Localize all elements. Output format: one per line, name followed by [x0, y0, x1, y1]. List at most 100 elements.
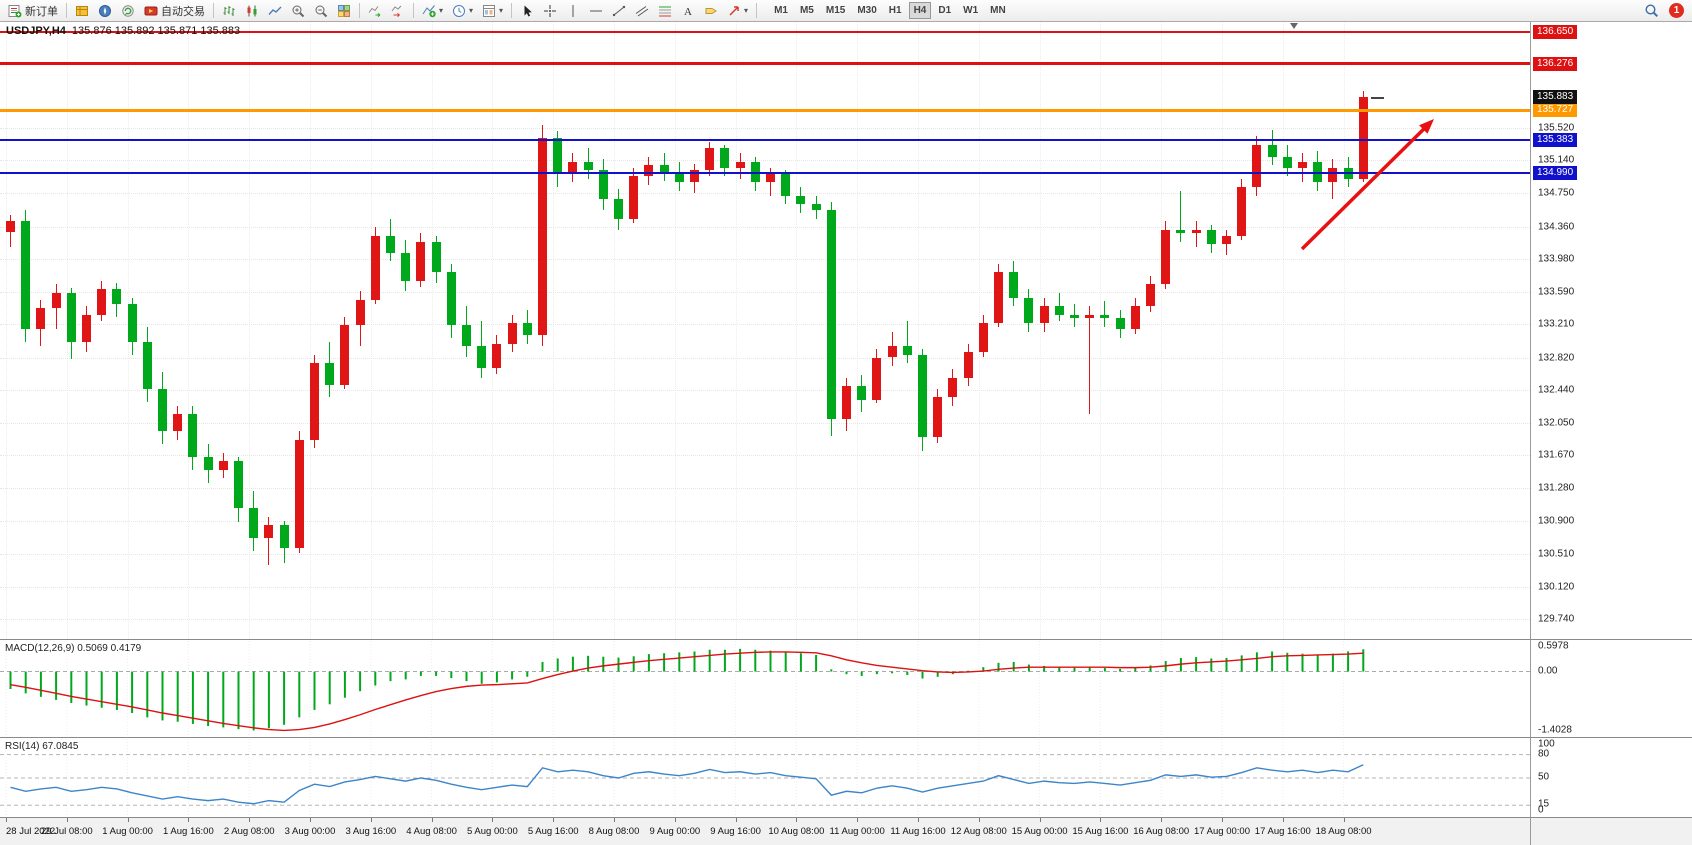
autotrade-label: 自动交易 — [161, 5, 205, 18]
grid-line-vertical — [1039, 22, 1041, 639]
refresh-button[interactable] — [117, 1, 139, 20]
time-label: 17 Aug 00:00 — [1194, 826, 1250, 837]
time-tick — [370, 818, 372, 822]
candle — [1176, 229, 1186, 234]
svg-text:A: A — [684, 6, 692, 18]
tf-m1-button[interactable]: M1 — [769, 2, 793, 19]
zoom-out-button[interactable] — [310, 1, 332, 20]
price-tick-label: 133.980 — [1538, 253, 1575, 265]
zoom-in-button[interactable] — [287, 1, 309, 20]
rsi-plot[interactable] — [0, 739, 1530, 817]
candle — [21, 221, 31, 330]
line-chart-button[interactable] — [264, 1, 286, 20]
level-line[interactable] — [0, 171, 1530, 174]
tf-w1-button[interactable]: W1 — [958, 2, 983, 19]
new-order-button[interactable]: 新订单 — [4, 1, 62, 20]
toolbar-separator — [413, 3, 414, 18]
price-tick-label: 133.590 — [1538, 286, 1575, 298]
time-label: 11 Aug 00:00 — [829, 826, 885, 837]
text-button[interactable]: A — [677, 1, 699, 20]
chart-shift-button[interactable] — [387, 1, 409, 20]
time-axis[interactable]: 28 Jul 2022 29 Jul 08:00 1 Aug 00:00 1 Aug … — [0, 818, 1692, 845]
candle — [1085, 314, 1095, 319]
auto-scroll-button[interactable] — [364, 1, 386, 20]
text-label-icon — [705, 7, 717, 14]
candle — [492, 343, 502, 368]
vertical-line-button[interactable] — [562, 1, 584, 20]
price-chart[interactable] — [0, 22, 1530, 639]
time-label: 12 Aug 08:00 — [950, 826, 1007, 837]
navigator-button[interactable] — [94, 1, 116, 20]
level-line[interactable] — [0, 108, 1530, 112]
rsi-scale[interactable]: 100 80 50 15 0 — [1530, 738, 1692, 817]
arrow-tool-icon — [729, 5, 739, 16]
price-scale[interactable]: 135.520 135.140 134.750 134.360 133.980 133.5… — [1530, 22, 1692, 639]
fibonacci-button[interactable] — [654, 1, 676, 20]
search-icon — [1645, 4, 1659, 18]
price-tick-label: 133.210 — [1538, 318, 1575, 330]
market-watch-button[interactable] — [71, 1, 93, 20]
candle — [933, 397, 943, 438]
time-label: 3 Aug 00:00 — [284, 826, 336, 837]
tf-h1-button[interactable]: H1 — [884, 2, 907, 19]
time-label: 17 Aug 16:00 — [1254, 826, 1311, 837]
tf-mn-button[interactable]: MN — [985, 2, 1011, 19]
horizontal-line-button[interactable] — [585, 1, 607, 20]
notification-badge[interactable]: 1 — [1669, 3, 1684, 18]
grid-line-vertical — [553, 22, 555, 639]
tf-m15-button[interactable]: M15 — [821, 2, 850, 19]
templates-icon — [483, 4, 496, 17]
rsi-line — [10, 764, 1364, 805]
grid-line-horizontal — [0, 488, 1530, 490]
text-label-button[interactable] — [700, 1, 722, 20]
bar-chart-icon — [223, 5, 235, 16]
candle — [842, 386, 851, 419]
tf-h4-button[interactable]: H4 — [908, 2, 932, 19]
grid-line-vertical — [431, 22, 433, 639]
channel-button[interactable] — [631, 1, 653, 20]
cursor-button[interactable] — [516, 1, 538, 20]
trendline-button[interactable] — [608, 1, 630, 20]
candle — [872, 357, 882, 401]
tile-windows-button[interactable] — [333, 1, 355, 20]
grid-line-vertical — [918, 22, 919, 639]
fibonacci-icon — [659, 6, 672, 16]
time-label: 18 Aug 08:00 — [1315, 826, 1372, 837]
candle — [553, 138, 563, 174]
periods-button[interactable]: ▾ — [448, 1, 477, 20]
autotrade-button[interactable]: 自动交易 — [140, 1, 209, 20]
macd-scale[interactable]: 0.5978 0.00 -1.4028 — [1530, 640, 1692, 737]
candle — [598, 170, 608, 200]
candle — [370, 235, 380, 300]
crosshair-button[interactable] — [539, 1, 561, 20]
chart-shift-marker[interactable] — [1290, 23, 1298, 29]
tf-m5-button[interactable]: M5 — [795, 2, 819, 19]
candle — [1161, 229, 1171, 285]
notification-count: 1 — [1673, 5, 1680, 16]
price-tick-label: 135.520 — [1538, 122, 1575, 134]
candle — [294, 439, 304, 548]
tf-d1-button[interactable]: D1 — [933, 2, 956, 19]
candle — [568, 161, 578, 174]
search-button[interactable] — [1640, 1, 1663, 20]
macd-plot[interactable] — [0, 641, 1530, 737]
trend-arrow[interactable] — [0, 22, 1530, 639]
candle — [416, 241, 426, 281]
level-line[interactable] — [0, 30, 1530, 33]
indicators-button[interactable]: ▾ — [418, 1, 447, 20]
tf-m30-button[interactable]: M30 — [852, 2, 881, 19]
candlestick-chart-button[interactable] — [241, 1, 263, 20]
grid-line-vertical — [674, 22, 676, 639]
candle — [811, 204, 821, 211]
time-label: 15 Aug 16:00 — [1072, 826, 1129, 837]
templates-button[interactable]: ▾ — [478, 1, 507, 20]
level-line[interactable] — [0, 138, 1530, 141]
candle — [1115, 318, 1125, 330]
time-tick — [492, 818, 494, 822]
time-tick — [1039, 818, 1041, 822]
arrow-tools-button[interactable]: ▾ — [723, 1, 752, 20]
bar-chart-button[interactable] — [218, 1, 240, 20]
price-tick-label: 135.140 — [1538, 154, 1575, 166]
level-line[interactable] — [0, 62, 1530, 66]
level-price-tag: 135.383 — [1533, 132, 1578, 147]
